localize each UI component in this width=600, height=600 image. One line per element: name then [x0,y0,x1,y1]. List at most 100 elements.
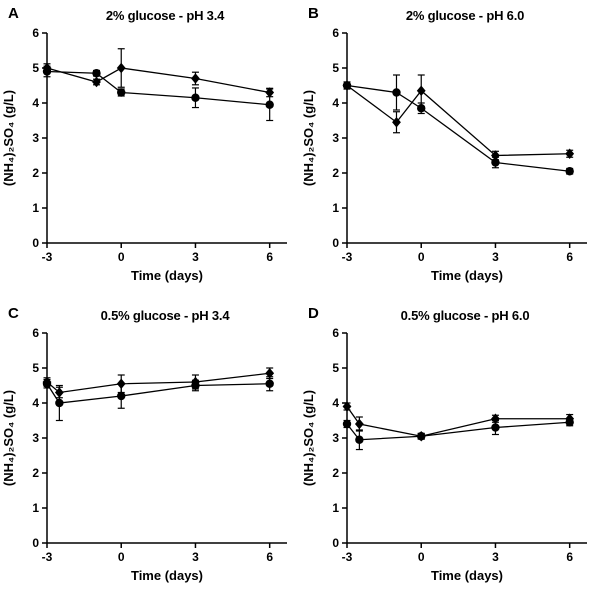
y-tick-label: 6 [332,326,339,340]
data-point-diamond [491,413,500,424]
y-tick-label: 6 [332,26,339,40]
axes [346,33,587,244]
panel-title-b: 2% glucose - pH 6.0 [405,8,525,23]
diamond-series [42,367,275,399]
circle-series [342,418,574,451]
x-axis-label: Time (days) [131,268,203,283]
x-tick-label: -3 [42,550,53,564]
x-tick-label: 6 [566,250,573,264]
x-tick-label: 3 [192,550,199,564]
data-point-circle [392,88,401,97]
data-point-circle [265,100,274,109]
data-point-diamond [92,76,101,88]
y-tick-label: 1 [32,201,39,215]
x-tick-label: 0 [118,550,125,564]
chart-panel-d: -3 0 3 6 0 1 2 3 4 5 6 Time (days) (NH₄)₂SO₄ (g/L) [300,323,600,591]
y-tick-label: 5 [332,61,339,75]
x-tick-label: 3 [192,250,199,264]
y-axis: 0 1 2 3 4 5 6 [332,326,347,550]
panel-title-a: 2% glucose - pH 3.4 [105,8,225,23]
panel-title-c: 0.5% glucose - pH 3.4 [100,308,230,323]
data-point-circle [42,379,52,388]
data-point-diamond [491,150,500,161]
y-tick-label: 2 [32,166,39,180]
x-axis-label: Time (days) [431,568,503,583]
data-point-circle [355,435,364,444]
y-tick-label: 2 [332,466,339,480]
x-tick-label: -3 [42,250,53,264]
y-tick-label: 0 [32,536,39,550]
data-point-diamond [265,368,275,379]
data-point-diamond [191,73,200,84]
circle-series [342,74,574,176]
panel-c: C 0.5% glucose - pH 3.4 -3 0 3 6 0 1 2 3 4 5 6 Time… [0,300,300,600]
axes [46,33,287,244]
data-point-circle [92,69,101,78]
panel-letter-a: A [8,5,19,22]
x-axis: -3 0 3 6 [342,543,573,564]
y-tick-label: 1 [332,501,339,515]
y-axis-label: (NH₄)₂SO₄ (g/L) [301,390,316,486]
circle-series [42,65,274,122]
panel-letter-b: B [308,5,319,22]
x-axis: -3 0 3 6 [342,243,573,264]
y-tick-label: 1 [32,501,39,515]
x-axis-label: Time (days) [131,568,203,583]
y-axis-label: (NH₄)₂SO₄ (g/L) [1,390,16,486]
data-point-circle [117,88,126,97]
y-tick-label: 3 [332,431,339,445]
x-tick-label: 6 [266,550,273,564]
x-axis: -3 0 3 6 [42,243,273,264]
y-tick-label: 3 [32,131,39,145]
data-point-diamond [565,148,575,159]
panel-a: A 2% glucose - pH 3.4 -3 0 3 6 0 1 2 3 4 5 6 Time (… [0,0,300,300]
y-tick-label: 4 [32,396,39,410]
data-point-circle [191,381,200,390]
x-tick-label: -3 [342,250,353,264]
data-point-circle [342,81,352,90]
y-axis: 0 1 2 3 4 5 6 [32,26,47,250]
axes [46,333,287,544]
panel-letter-c: C [8,305,19,322]
panel-letter-d: D [308,305,319,322]
y-tick-label: 3 [332,131,339,145]
panel-d: D 0.5% glucose - pH 6.0 -3 0 3 6 0 1 2 3 4 5 6 Time… [300,300,600,600]
x-tick-label: 0 [118,250,125,264]
data-point-diamond [392,117,401,128]
chart-panel-b: -3 0 3 6 0 1 2 3 4 5 6 Time (days) (NH₄)₂SO₄ (g/L) [300,23,600,291]
x-tick-label: 3 [492,550,499,564]
data-point-circle [417,432,426,441]
y-tick-label: 0 [32,236,39,250]
y-axis-label: (NH₄)₂SO₄ (g/L) [1,90,16,186]
data-point-circle [491,158,500,167]
data-point-circle [565,167,574,176]
data-point-circle [265,379,274,388]
x-tick-label: 6 [566,550,573,564]
panel-b: B 2% glucose - pH 6.0 -3 0 3 6 0 1 2 3 4 5 6 Time (… [300,0,600,300]
y-tick-label: 1 [332,201,339,215]
diamond-series [342,401,575,442]
x-tick-label: 6 [266,250,273,264]
chart-panel-a: -3 0 3 6 0 1 2 3 4 5 6 Time (days) (NH₄)₂SO₄ (g/L) [0,23,300,291]
x-tick-label: 3 [492,250,499,264]
diamond-series [342,74,575,161]
y-tick-label: 3 [32,431,39,445]
y-tick-label: 0 [332,536,339,550]
data-point-circle [565,418,574,427]
x-axis-label: Time (days) [431,268,503,283]
y-tick-label: 6 [32,26,39,40]
y-tick-label: 5 [32,61,39,75]
y-axis: 0 1 2 3 4 5 6 [32,326,47,550]
data-point-circle [417,104,426,113]
data-point-circle [491,423,500,432]
data-point-circle [342,419,352,429]
y-axis-label: (NH₄)₂SO₄ (g/L) [301,90,316,186]
y-tick-label: 6 [32,326,39,340]
y-tick-label: 5 [32,361,39,375]
data-point-diamond [342,401,352,412]
